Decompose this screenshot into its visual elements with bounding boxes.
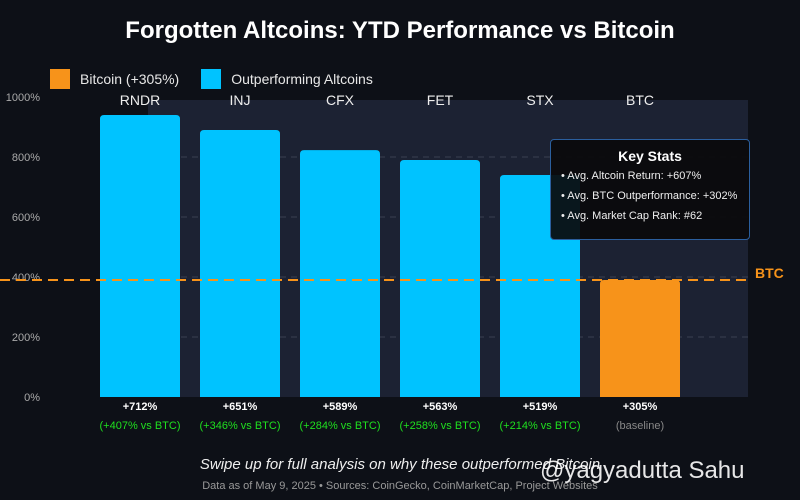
bar-btc — [600, 280, 680, 397]
y-tick-label: 0% — [24, 392, 40, 404]
value-label: +712% — [123, 401, 158, 413]
vs-btc-label: (+214% vs BTC) — [500, 420, 581, 432]
legend-swatch-altcoins — [201, 69, 222, 89]
x-category-label: FET — [427, 92, 454, 108]
legend: Bitcoin (+305%) Outperforming Altcoins — [50, 69, 373, 89]
chart-title: Forgotten Altcoins: YTD Performance vs B… — [125, 17, 675, 44]
footer-sources: Data as of May 9, 2025 • Sources: CoinGe… — [202, 480, 598, 492]
legend-swatch-bitcoin — [50, 69, 70, 89]
vs-btc-label: (+284% vs BTC) — [300, 420, 381, 432]
x-category-label: INJ — [230, 92, 251, 108]
key-stats-title: Key Stats — [618, 148, 682, 164]
value-label: +563% — [423, 401, 458, 413]
bar-rndr — [100, 115, 180, 397]
footer-note: Swipe up for full analysis on why these … — [199, 456, 601, 473]
legend-label-altcoins: Outperforming Altcoins — [231, 71, 373, 87]
value-label: +589% — [323, 401, 358, 413]
stat-item: • Avg. Market Cap Rank: #62 — [561, 210, 703, 222]
vs-btc-label: (+258% vs BTC) — [400, 420, 481, 432]
x-category-label: CFX — [326, 92, 355, 108]
bar-fet — [400, 160, 480, 397]
y-tick-label: 800% — [12, 152, 40, 164]
vs-btc-label: (+407% vs BTC) — [100, 420, 181, 432]
legend-label-bitcoin: Bitcoin (+305%) — [80, 71, 180, 87]
x-category-label: BTC — [626, 92, 654, 108]
vs-btc-label: (+346% vs BTC) — [200, 420, 281, 432]
stat-item: • Avg. BTC Outperformance: +302% — [561, 190, 738, 202]
x-category-label: STX — [526, 92, 554, 108]
value-label: +519% — [523, 401, 558, 413]
watermark: @yagyadutta Sahu — [540, 457, 745, 484]
value-label: +305% — [623, 401, 658, 413]
y-tick-label: 1000% — [6, 92, 40, 104]
btc-reference-label: BTC — [755, 265, 784, 281]
vs-btc-label: (baseline) — [616, 420, 664, 432]
y-tick-label: 600% — [12, 212, 40, 224]
key-stats-box: Key Stats • Avg. Altcoin Return: +607% •… — [550, 139, 750, 240]
y-tick-label: 200% — [12, 332, 40, 344]
value-label: +651% — [223, 401, 258, 413]
y-tick-label: 400% — [12, 272, 40, 284]
stat-item: • Avg. Altcoin Return: +607% — [561, 170, 702, 182]
x-category-label: RNDR — [120, 92, 160, 108]
bar-cfx — [300, 150, 380, 397]
bar-inj — [200, 130, 280, 397]
